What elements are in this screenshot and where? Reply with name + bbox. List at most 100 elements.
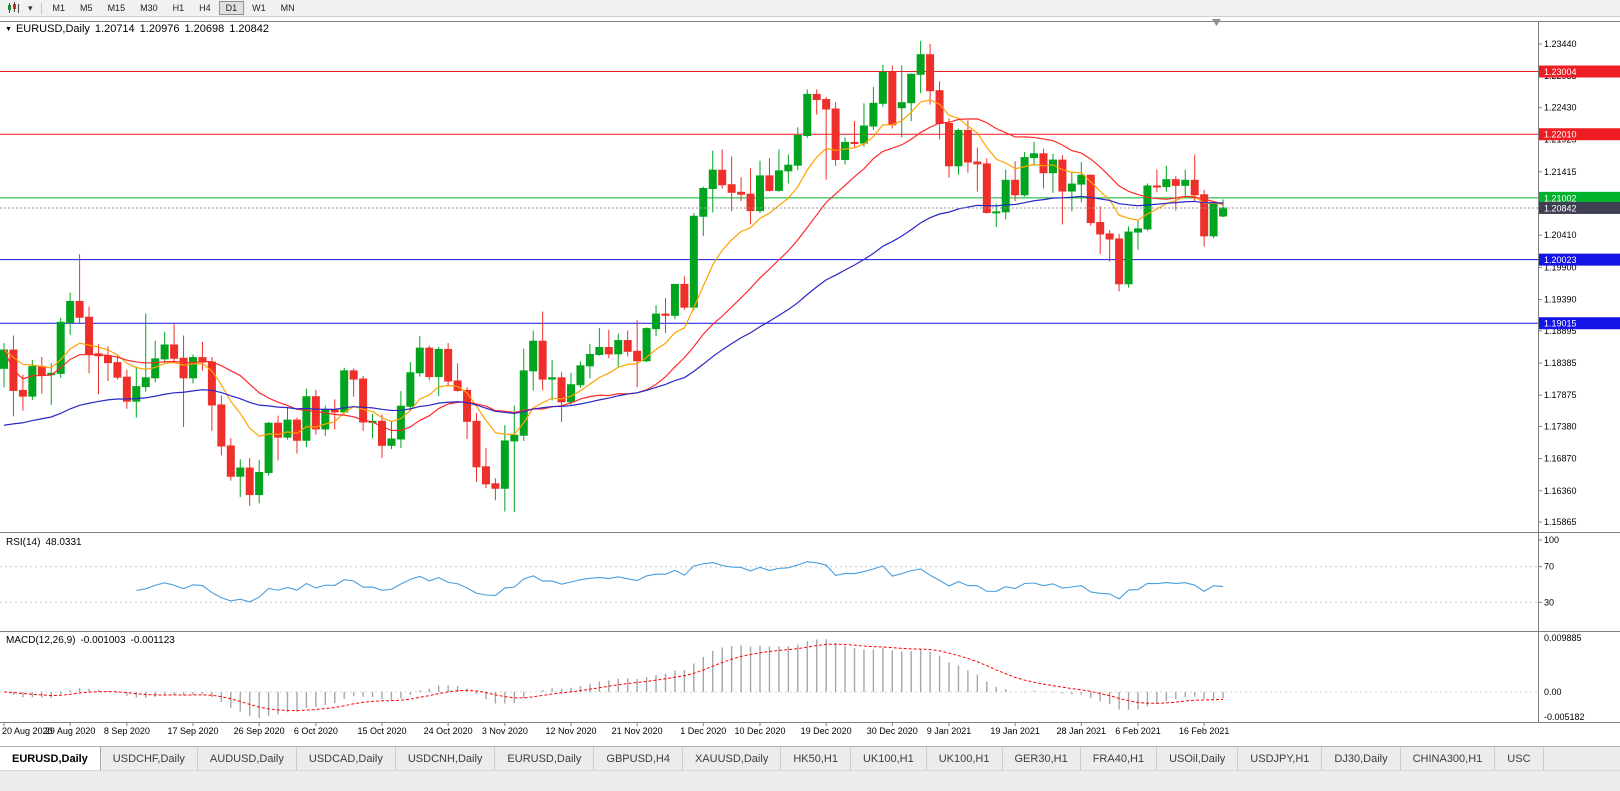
svg-text:1.17875: 1.17875 — [1544, 390, 1577, 400]
rsi-name: RSI(14) — [6, 537, 41, 548]
svg-text:16 Feb 2021: 16 Feb 2021 — [1179, 726, 1230, 736]
tab-usc-17[interactable]: USC — [1495, 747, 1544, 770]
svg-text:1.16360: 1.16360 — [1544, 486, 1577, 496]
svg-text:1.19390: 1.19390 — [1544, 295, 1577, 305]
macd-indicator-label: MACD(12,26,9) -0.001003 -0.001123 — [6, 635, 180, 646]
pane-borders — [0, 21, 1620, 723]
timeframe-button-m30[interactable]: M30 — [133, 1, 165, 15]
level-label-1.22010 — [1539, 128, 1620, 141]
tab-usdcad-daily-3[interactable]: USDCAD,Daily — [296, 747, 396, 770]
toolbar: ▾ M1 M5 M15 M30 H1 H4 D1 W1 MN — [0, 0, 1620, 17]
timeframe-button-h4[interactable]: H4 — [192, 1, 218, 15]
chart-tabbar: EURUSD,Daily USDCHF,Daily AUDUSD,Daily USDC… — [0, 746, 1620, 770]
ma-line-slow — [3, 195, 1224, 426]
svg-text:30: 30 — [1544, 597, 1554, 607]
svg-text:1.23004: 1.23004 — [1544, 67, 1577, 77]
svg-text:1.15865: 1.15865 — [1544, 517, 1577, 527]
timeframe-button-m15[interactable]: M15 — [101, 1, 133, 15]
macd-name: MACD(12,26,9) — [6, 635, 76, 646]
open-value: 1.20714 — [94, 23, 135, 35]
rsi-line — [136, 561, 1224, 603]
level-label-1.21002 — [1539, 191, 1620, 204]
timeframe-button-d1[interactable]: D1 — [218, 1, 245, 15]
svg-text:1.20410: 1.20410 — [1544, 230, 1577, 240]
tab-usdjpy-h1-14[interactable]: USDJPY,H1 — [1238, 747, 1323, 770]
current-price-label — [1539, 201, 1620, 214]
svg-text:1.21415: 1.21415 — [1544, 167, 1577, 177]
tab-usdchf-daily-1[interactable]: USDCHF,Daily — [100, 747, 198, 770]
tab-gbpusd-h4-6[interactable]: GBPUSD,H4 — [594, 747, 683, 770]
bottom-strip — [0, 770, 1620, 791]
close-value: 1.20842 — [229, 23, 269, 35]
macd-signal-line — [3, 643, 1224, 712]
chart-window[interactable]: 1.234401.229351.224301.219251.214151.209… — [0, 17, 1620, 746]
svg-text:15 Oct 2020: 15 Oct 2020 — [357, 726, 406, 736]
low-value: 1.20698 — [184, 23, 225, 35]
svg-text:-0.005182: -0.005182 — [1544, 712, 1585, 722]
toolbar-separator — [40, 2, 42, 14]
tab-ger30-h1-11[interactable]: GER30,H1 — [1002, 747, 1081, 770]
rsi-value: 48.0331 — [45, 537, 82, 548]
tab-eurusd-daily-5[interactable]: EURUSD,Daily — [495, 747, 595, 770]
svg-text:9 Jan 2021: 9 Jan 2021 — [927, 726, 972, 736]
svg-text:10 Dec 2020: 10 Dec 2020 — [734, 726, 785, 736]
tab-eurusd-daily-0[interactable]: EURUSD,Daily — [0, 747, 101, 770]
svg-text:30 Dec 2020: 30 Dec 2020 — [867, 726, 918, 736]
tab-china300-h1-16[interactable]: CHINA300,H1 — [1400, 747, 1496, 770]
svg-text:6 Oct 2020: 6 Oct 2020 — [294, 726, 338, 736]
tab-dj30-daily-15[interactable]: DJ30,Daily — [1322, 747, 1401, 770]
timeframe-button-mn[interactable]: MN — [274, 1, 302, 15]
svg-text:1.21002: 1.21002 — [1544, 193, 1577, 203]
timeframe-button-m5[interactable]: M5 — [73, 1, 100, 15]
timeframe-buttons: M1 M5 M15 M30 H1 H4 D1 W1 MN — [46, 1, 302, 15]
svg-text:1.18385: 1.18385 — [1544, 358, 1577, 368]
chart-type-button[interactable] — [3, 1, 24, 16]
chart-title: ▼ EURUSD,Daily 1.20714 1.20976 1.20698 1.2084… — [5, 23, 274, 35]
svg-text:26 Sep 2020: 26 Sep 2020 — [234, 726, 285, 736]
tab-fra40-h1-12[interactable]: FRA40,H1 — [1080, 747, 1158, 770]
expand-triangle-icon[interactable]: ▼ — [5, 26, 12, 33]
svg-text:8 Sep 2020: 8 Sep 2020 — [104, 726, 150, 736]
svg-text:17 Sep 2020: 17 Sep 2020 — [167, 726, 218, 736]
macd-signal-value: -0.001123 — [130, 635, 175, 646]
svg-text:1.19015: 1.19015 — [1544, 319, 1577, 329]
svg-text:1.18895: 1.18895 — [1544, 326, 1577, 336]
timeframe-button-w1[interactable]: W1 — [245, 1, 273, 15]
chart-type-dropdown[interactable]: ▾ — [24, 1, 37, 16]
horizontal-levels: 1.23004 1.22010 1.21002 1.20023 1.19015 — [0, 65, 1620, 330]
svg-text:70: 70 — [1544, 562, 1554, 572]
timeframe-button-h1[interactable]: H1 — [166, 1, 192, 15]
svg-text:19 Dec 2020: 19 Dec 2020 — [801, 726, 852, 736]
tab-xauusd-daily-7[interactable]: XAUUSD,Daily — [682, 747, 782, 770]
tab-usoil-daily-13[interactable]: USOil,Daily — [1157, 747, 1239, 770]
ma-line-mid — [3, 118, 1224, 432]
chart-shift-marker[interactable] — [1212, 19, 1221, 26]
svg-text:1.20023: 1.20023 — [1544, 255, 1577, 265]
tab-hk50-h1-8[interactable]: HK50,H1 — [781, 747, 851, 770]
svg-text:6 Feb 2021: 6 Feb 2021 — [1115, 726, 1161, 736]
svg-text:24 Oct 2020: 24 Oct 2020 — [424, 726, 473, 736]
tab-audusd-daily-2[interactable]: AUDUSD,Daily — [197, 747, 297, 770]
svg-text:21 Nov 2020: 21 Nov 2020 — [612, 726, 663, 736]
svg-text:100: 100 — [1544, 535, 1559, 545]
tab-usdcnh-daily-4[interactable]: USDCNH,Daily — [395, 747, 496, 770]
svg-text:1.20842: 1.20842 — [1544, 203, 1577, 213]
svg-text:29 Aug 2020: 29 Aug 2020 — [45, 726, 96, 736]
tab-uk100-h1-9[interactable]: UK100,H1 — [850, 747, 927, 770]
svg-text:1.22010: 1.22010 — [1544, 130, 1577, 140]
svg-text:1.19900: 1.19900 — [1544, 262, 1577, 272]
svg-text:28 Jan 2021: 28 Jan 2021 — [1057, 726, 1107, 736]
svg-text:19 Jan 2021: 19 Jan 2021 — [990, 726, 1040, 736]
price-chart[interactable]: 1.234401.229351.224301.219251.214151.209… — [0, 17, 1620, 746]
svg-text:0.009885: 0.009885 — [1544, 633, 1582, 643]
svg-text:1.23440: 1.23440 — [1544, 39, 1577, 49]
svg-text:3 Nov 2020: 3 Nov 2020 — [482, 726, 528, 736]
chevron-down-icon: ▾ — [28, 2, 33, 13]
candles — [0, 40, 1228, 513]
level-label-1.20023 — [1539, 253, 1620, 266]
svg-text:20 Aug 2020: 20 Aug 2020 — [2, 726, 53, 736]
tab-uk100-h1-10[interactable]: UK100,H1 — [926, 747, 1003, 770]
candlestick-chart-icon — [8, 2, 19, 13]
timeframe-button-m1[interactable]: M1 — [46, 1, 73, 15]
high-value: 1.20976 — [139, 23, 180, 35]
